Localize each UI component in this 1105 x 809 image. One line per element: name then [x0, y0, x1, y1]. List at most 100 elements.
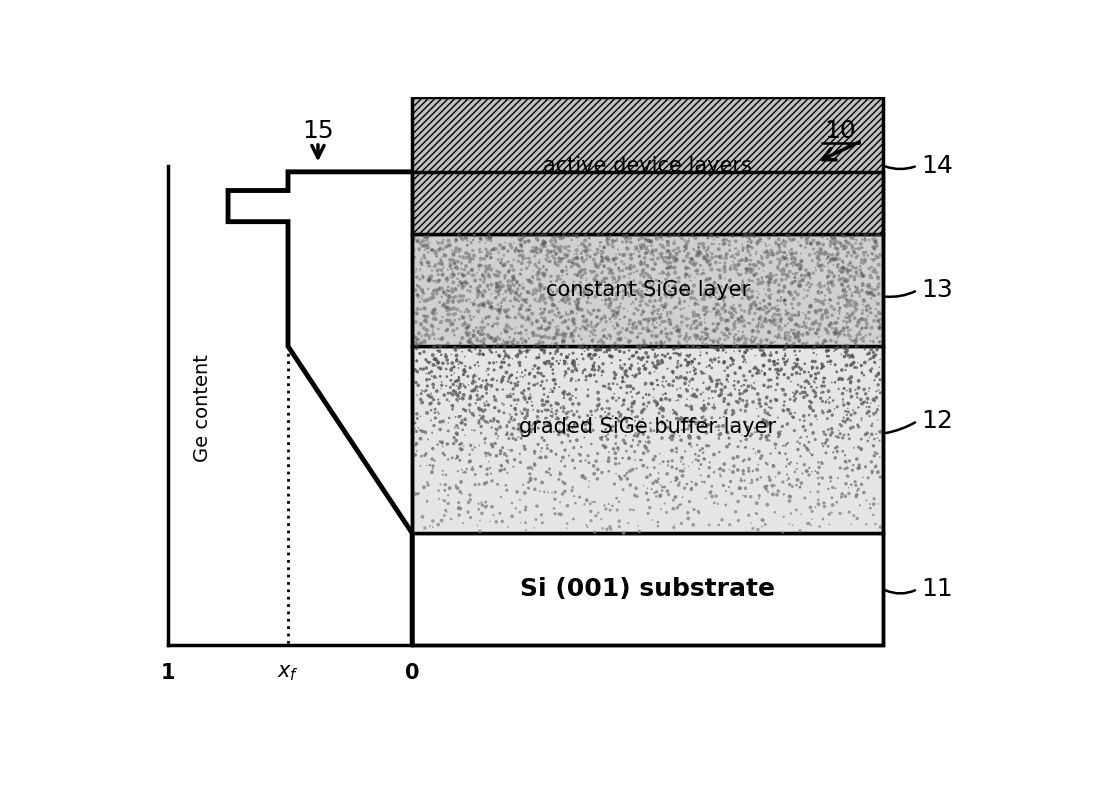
- Point: [703, 373, 720, 386]
- Point: [698, 273, 716, 286]
- Point: [537, 240, 555, 253]
- Point: [833, 373, 851, 386]
- Point: [480, 297, 497, 310]
- Point: [649, 475, 666, 488]
- Point: [409, 487, 427, 500]
- Point: [635, 258, 653, 271]
- Point: [561, 255, 579, 268]
- Point: [746, 307, 764, 320]
- Point: [703, 411, 720, 424]
- Point: [692, 458, 709, 471]
- Point: [469, 348, 486, 361]
- Point: [692, 247, 709, 260]
- Point: [632, 353, 650, 366]
- Point: [609, 378, 627, 391]
- Point: [790, 272, 808, 285]
- Point: [608, 232, 625, 245]
- Point: [791, 263, 809, 276]
- Point: [523, 319, 540, 332]
- Point: [669, 357, 686, 370]
- Point: [580, 291, 598, 304]
- Point: [555, 402, 572, 415]
- Point: [448, 379, 465, 392]
- Point: [434, 464, 452, 477]
- Point: [786, 391, 803, 404]
- Point: [686, 298, 704, 311]
- Point: [832, 262, 850, 275]
- Point: [860, 385, 877, 398]
- Point: [706, 282, 724, 295]
- Point: [514, 337, 532, 349]
- Point: [725, 337, 743, 349]
- Point: [654, 388, 672, 401]
- Point: [499, 336, 517, 349]
- Point: [842, 385, 860, 398]
- Text: 0: 0: [404, 663, 420, 684]
- Point: [439, 303, 456, 316]
- Point: [483, 346, 501, 359]
- Point: [518, 328, 536, 341]
- Point: [813, 362, 831, 375]
- Point: [787, 330, 804, 343]
- Point: [676, 244, 694, 256]
- Point: [680, 460, 697, 473]
- Point: [513, 263, 530, 276]
- Point: [855, 396, 873, 409]
- Point: [475, 396, 493, 409]
- Point: [845, 509, 863, 522]
- Point: [483, 278, 501, 291]
- Point: [460, 496, 477, 509]
- Point: [667, 442, 685, 455]
- Point: [657, 262, 675, 275]
- Point: [620, 290, 638, 303]
- Point: [444, 317, 462, 330]
- Point: [684, 382, 702, 395]
- Point: [569, 259, 587, 272]
- Point: [786, 394, 803, 407]
- Point: [453, 256, 471, 269]
- Point: [577, 245, 594, 258]
- Point: [743, 430, 760, 443]
- Point: [578, 252, 596, 265]
- Point: [415, 449, 433, 462]
- Point: [848, 452, 865, 465]
- Point: [615, 394, 633, 407]
- Point: [813, 258, 831, 271]
- Point: [607, 447, 624, 460]
- Point: [845, 300, 863, 313]
- Point: [690, 330, 707, 343]
- Point: [737, 337, 755, 349]
- Point: [851, 461, 869, 474]
- Point: [540, 417, 558, 430]
- Point: [549, 397, 567, 410]
- Point: [482, 263, 499, 276]
- Point: [642, 282, 660, 294]
- Point: [743, 517, 760, 530]
- Point: [867, 406, 885, 419]
- Point: [807, 261, 824, 274]
- Point: [430, 244, 448, 256]
- Point: [719, 332, 737, 345]
- Point: [612, 332, 630, 345]
- Point: [656, 273, 674, 286]
- Point: [737, 228, 755, 241]
- Point: [527, 229, 545, 242]
- Point: [757, 237, 775, 250]
- Point: [546, 299, 564, 312]
- Point: [864, 509, 882, 522]
- Point: [863, 464, 881, 477]
- Point: [814, 360, 832, 373]
- Point: [475, 337, 493, 350]
- Point: [640, 235, 657, 248]
- Point: [451, 276, 469, 289]
- Point: [423, 466, 441, 479]
- Point: [772, 264, 790, 277]
- Point: [442, 272, 460, 285]
- Point: [692, 388, 709, 400]
- Point: [470, 498, 487, 510]
- Point: [782, 256, 800, 269]
- Point: [681, 299, 698, 312]
- Point: [725, 279, 743, 292]
- Point: [419, 256, 436, 269]
- Point: [698, 301, 716, 314]
